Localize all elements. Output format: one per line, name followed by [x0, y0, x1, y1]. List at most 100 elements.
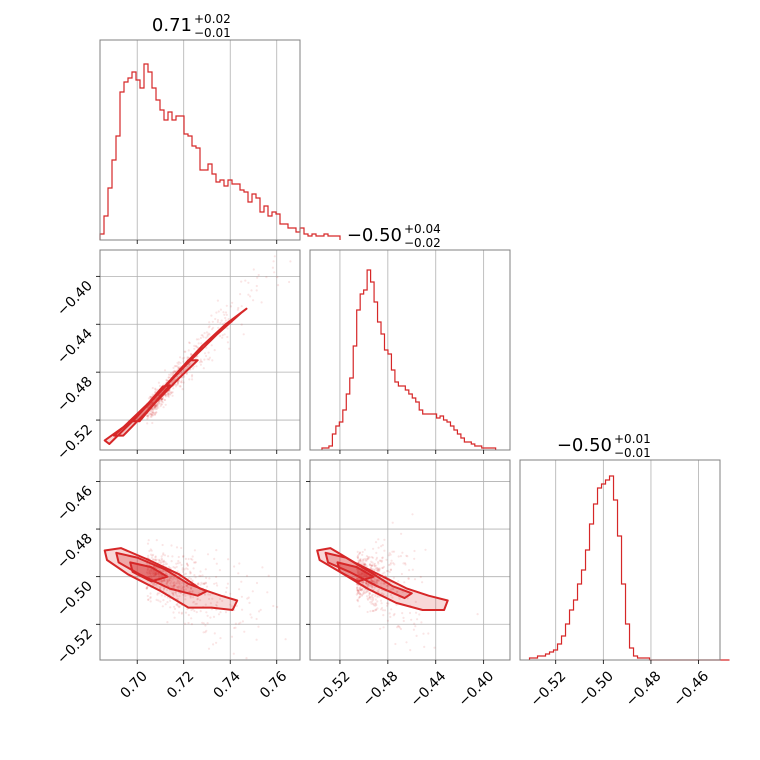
panel02-samples-point-201 [201, 621, 204, 624]
text-layer: −0.40−0.44−0.48−0.520.70 0.72 0.74 0.76−0.4… [54, 12, 712, 710]
panel12-samples-point-299 [369, 610, 372, 613]
panel02-samples-point-390 [147, 572, 150, 576]
panel02-samples-point-293 [172, 582, 175, 585]
panel12-samples-point-235 [373, 565, 376, 568]
panel02-samples-point-650 [160, 561, 163, 565]
panel01-samples-point-163 [172, 371, 176, 374]
panel12-samples-point-640 [390, 559, 393, 562]
panel02-samples-point-1 [165, 582, 168, 585]
panel02-samples-point-143 [161, 605, 164, 608]
panel01-samples-point-183 [195, 345, 198, 348]
panel01-samples-point-458 [157, 406, 160, 409]
panel02-samples-point-303 [159, 574, 162, 577]
panel12-samples-point-108 [356, 577, 359, 581]
panel12-samples-point-146 [363, 563, 366, 566]
panel12-samples-point-0 [355, 577, 359, 580]
panel02-samples-point-256 [175, 585, 179, 589]
panel01-samples-point-692 [151, 408, 154, 411]
panel01-samples-point-593 [154, 406, 157, 409]
panel02-samples-point-628 [166, 582, 169, 585]
panel12-samples-point-633 [373, 569, 376, 572]
panel02-samples-point-258 [155, 539, 158, 542]
panel12-samples-point-156 [377, 568, 380, 571]
panel02-samples-point-182 [172, 594, 175, 597]
panel02-samples-point-327 [155, 566, 158, 569]
panel02-samples-point-217 [160, 579, 163, 583]
panel02-samples-point-148 [166, 596, 169, 599]
panel02-samples-point-553 [238, 588, 241, 591]
panel01-samples-point-474 [158, 402, 161, 405]
panel01-samples-point-571 [160, 400, 163, 403]
panel02-samples-point-560 [179, 586, 182, 589]
panel02-samples-point-225 [158, 559, 161, 562]
panel12-samples-point-248 [358, 595, 362, 598]
panel12-samples-point-626 [366, 565, 369, 568]
panel01-samples-point-531 [197, 342, 200, 345]
panel02-samples-point-618 [190, 587, 193, 590]
panel12-samples-point-385 [381, 609, 385, 612]
panel12-samples-point-554 [361, 561, 364, 564]
hist1-frame [309, 249, 511, 451]
panel02-samples-point-72 [162, 560, 165, 563]
panel02-samples-point-610 [147, 539, 150, 542]
panel12-samples-point-54 [364, 582, 367, 585]
panel12-samples-point-276 [358, 560, 361, 563]
panel02-samples-point-537 [149, 572, 152, 575]
panel02-samples-point-120 [160, 580, 163, 584]
panel01-samples-point-113 [154, 405, 157, 408]
panel02-samples-point-554 [165, 572, 168, 575]
panel12-samples-point-223 [382, 582, 385, 585]
panel01-samples-point-106 [249, 295, 252, 298]
panel01-samples-point-368 [166, 392, 170, 395]
panel12-samples-point-509 [407, 577, 410, 581]
panel02-samples-point-136 [170, 581, 173, 584]
panel02-samples-point-144 [160, 569, 163, 572]
panel02-samples-point-611 [202, 622, 205, 625]
panel02-samples-point-669 [195, 611, 198, 614]
panel02-samples-point-511 [229, 603, 232, 606]
panel02-samples-point-673 [197, 582, 200, 585]
panel02-samples-point-81 [185, 584, 188, 588]
panel02-samples-point-20 [151, 554, 154, 557]
panel01-samples-point-407 [247, 281, 250, 284]
panel02-samples-point-341 [150, 569, 154, 572]
panel12-samples-point-462 [370, 564, 373, 567]
panel12-samples-point-414 [372, 609, 375, 613]
panel12-samples-point-6 [357, 559, 360, 562]
panel01-samples-point-236 [164, 394, 167, 397]
panel02-samples-point-28 [174, 577, 177, 580]
panel02-samples-point-609 [165, 562, 168, 566]
panel02-samples-point-425 [173, 580, 176, 584]
panel01-samples-point-584 [160, 403, 163, 406]
panel01-samples-point-479 [193, 347, 196, 350]
panel02-samples-point-23 [153, 572, 156, 575]
panel12-samples-point-529 [355, 577, 359, 580]
panel12-samples-point-568 [380, 559, 384, 562]
panel12-samples-point-501 [370, 598, 373, 601]
panel12-samples-point-173 [410, 618, 413, 621]
panel01-samples-point-404 [187, 349, 190, 352]
panel02-samples-point-273 [155, 583, 158, 586]
panel02-samples-point-573 [147, 571, 151, 574]
panel02-samples-point-378 [199, 583, 202, 586]
panel01-samples-point-626 [196, 346, 199, 349]
panel01-samples-point-569 [188, 341, 191, 345]
panel02-ytick-label-3: −0.52 [54, 626, 96, 668]
panel12-samples-point-224 [396, 626, 399, 629]
panel01-samples-point-162 [174, 385, 178, 388]
panel12-samples-point-552 [371, 584, 374, 587]
panel01-samples-point-361 [276, 276, 279, 279]
panel02-samples-point-493 [148, 563, 151, 567]
panel02-samples-point-93 [180, 588, 183, 591]
panel01-samples-point-325 [205, 331, 208, 334]
panel01-samples-point-604 [148, 395, 152, 398]
panel12-samples-point-527 [363, 592, 366, 595]
panel01-samples-point-140 [242, 333, 245, 336]
panel02-samples-point-587 [182, 585, 185, 589]
panel12-samples-point-372 [364, 563, 367, 566]
panel02-samples-point-479 [164, 603, 167, 606]
panel12-samples-point-73 [376, 596, 379, 599]
panel01-samples-point-385 [171, 394, 174, 397]
panel01-samples-point-305 [239, 293, 242, 296]
panel12-samples-point-209 [392, 562, 395, 565]
